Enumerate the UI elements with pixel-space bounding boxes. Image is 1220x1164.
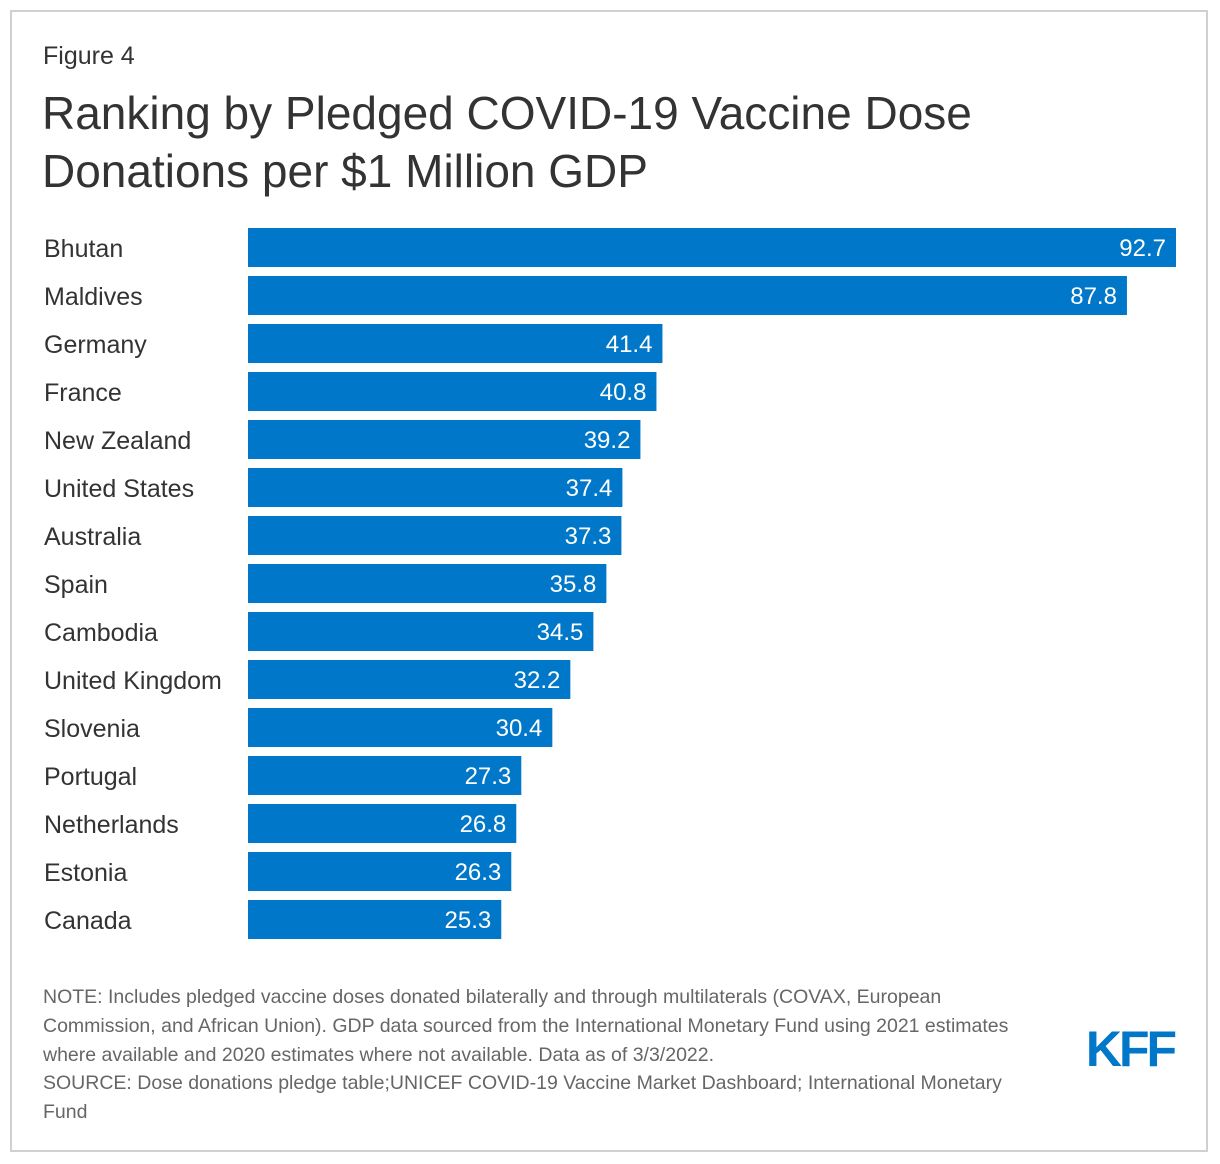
data-label: 37.3 xyxy=(565,523,612,550)
bar xyxy=(248,468,623,507)
bar xyxy=(248,372,657,411)
category-label: Maldives xyxy=(44,283,143,311)
data-label: 37.4 xyxy=(566,475,613,502)
data-label: 87.8 xyxy=(1070,283,1117,310)
bar xyxy=(248,228,1176,267)
category-label: Estonia xyxy=(44,859,127,887)
data-label: 26.8 xyxy=(460,811,507,838)
data-label: 30.4 xyxy=(496,715,543,742)
category-label: Bhutan xyxy=(44,235,123,263)
category-label: Spain xyxy=(44,571,108,599)
chart-title: Ranking by Pledged COVID-19 Vaccine Dose… xyxy=(42,84,1162,200)
bar xyxy=(248,804,517,843)
figure-frame xyxy=(10,10,1208,1152)
category-label: New Zealand xyxy=(44,427,191,455)
kff-logo: KFF xyxy=(1086,1022,1179,1072)
chart-notes: NOTE: Includes pledged vaccine doses don… xyxy=(43,983,1043,1127)
category-label: Canada xyxy=(44,907,132,935)
bar xyxy=(248,900,502,939)
bar xyxy=(248,324,663,363)
data-label: 27.3 xyxy=(465,763,512,790)
bar xyxy=(248,708,553,747)
category-label: Portugal xyxy=(44,763,137,791)
bar xyxy=(248,564,607,603)
category-label: Netherlands xyxy=(44,811,179,839)
data-label: 34.5 xyxy=(537,619,584,646)
bar xyxy=(248,612,594,651)
category-label: United Kingdom xyxy=(44,667,222,695)
data-label: 39.2 xyxy=(584,427,631,454)
category-label: Germany xyxy=(44,331,147,359)
kff-logo-text: KFF xyxy=(1086,1022,1176,1072)
data-label: 35.8 xyxy=(550,571,597,598)
category-label: France xyxy=(44,379,122,407)
source-text: SOURCE: Dose donations pledge table;UNIC… xyxy=(43,1072,1002,1124)
category-label: Australia xyxy=(44,523,141,551)
category-label: Slovenia xyxy=(44,715,140,743)
data-label: 40.8 xyxy=(600,379,647,406)
bar xyxy=(248,756,522,795)
bar xyxy=(248,660,571,699)
category-label: United States xyxy=(44,475,194,503)
data-label: 41.4 xyxy=(606,331,653,358)
figure-label: Figure 4 xyxy=(43,42,135,70)
note-text: NOTE: Includes pledged vaccine doses don… xyxy=(43,986,1009,1066)
bar xyxy=(248,420,641,459)
data-label: 32.2 xyxy=(514,667,561,694)
bar xyxy=(248,516,622,555)
data-label: 26.3 xyxy=(455,859,502,886)
bar xyxy=(248,276,1127,315)
chart-title-line-2: Donations per $1 Million GDP xyxy=(42,145,648,197)
category-label: Cambodia xyxy=(44,619,158,647)
data-label: 92.7 xyxy=(1119,235,1166,262)
data-label: 25.3 xyxy=(445,907,492,934)
chart-title-line-1: Ranking by Pledged COVID-19 Vaccine Dose xyxy=(42,87,972,139)
bar xyxy=(248,852,512,891)
